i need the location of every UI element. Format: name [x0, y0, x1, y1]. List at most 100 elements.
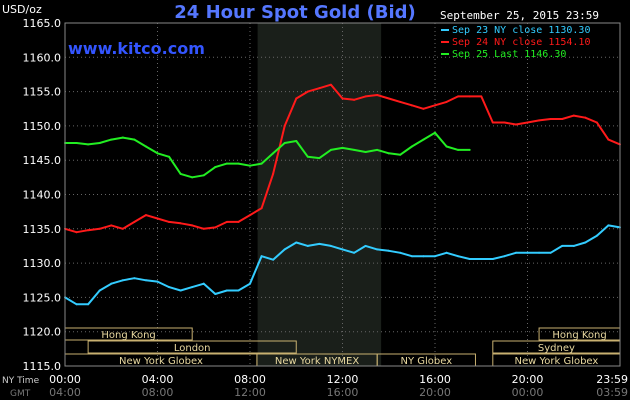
series-point	[214, 226, 217, 229]
series-point	[422, 138, 425, 141]
series-point	[572, 244, 575, 247]
x-tick-label-gmt: 20:00	[419, 386, 451, 399]
series-point	[376, 148, 379, 151]
series-point	[364, 244, 367, 247]
series-point	[318, 242, 321, 245]
y-tick-label: 1165.0	[23, 17, 62, 30]
session-label: Sydney	[538, 343, 575, 354]
series-point	[202, 174, 205, 177]
x-tick-label-ny: 00:00	[49, 373, 81, 386]
series-point	[376, 248, 379, 251]
series-point	[526, 121, 529, 124]
series-point	[468, 257, 471, 260]
series-point	[376, 94, 379, 97]
y-tick-label: 1150.0	[23, 120, 62, 133]
series-point	[353, 251, 356, 254]
y-tick-label: 1120.0	[23, 326, 62, 339]
session-label: Hong Kong	[101, 330, 155, 341]
series-point	[249, 282, 251, 285]
series-point	[306, 155, 309, 158]
timestamp: September 25, 2015 23:59	[440, 9, 599, 22]
x-tick-label-ny: 08:00	[234, 373, 266, 386]
series-point	[445, 100, 448, 103]
session-label: New York Globex	[514, 356, 598, 367]
series-point	[168, 155, 171, 158]
series-point	[364, 150, 367, 153]
x-axis: 00:0004:0004:0008:0008:0012:0012:0016:00…	[49, 373, 628, 399]
series-point	[75, 303, 78, 306]
y-tick-label: 1115.0	[23, 360, 62, 373]
legend-entry: Sep 23 NY close 1130.30	[452, 25, 590, 36]
series-point	[168, 220, 171, 223]
series-point	[353, 148, 356, 151]
series-point	[225, 289, 228, 292]
session-label: New York NYMEX	[275, 356, 360, 367]
series-point	[445, 251, 448, 254]
y-axis: 1165.0 1160.0 1155.0 1150.0 1145.0 1140.0 1135…	[23, 17, 62, 373]
series-line	[65, 131, 470, 179]
x-tick-label-gmt: 16:00	[327, 386, 359, 399]
series-point	[549, 118, 552, 121]
series-point	[295, 97, 298, 100]
series-point	[364, 95, 367, 98]
series-point	[306, 244, 309, 247]
x-axis-gmt-label: GMT	[10, 389, 31, 399]
series-point	[87, 143, 90, 146]
price-series	[64, 83, 621, 306]
series-point	[121, 227, 124, 230]
series-point	[503, 121, 506, 124]
series-point	[179, 172, 182, 175]
y-tick-label: 1135.0	[23, 223, 62, 236]
series-point	[249, 164, 251, 167]
series-point	[549, 251, 552, 254]
series-point	[514, 123, 517, 126]
series-point	[133, 220, 136, 223]
series-point	[179, 222, 182, 225]
series-point	[179, 289, 182, 292]
series-point	[399, 251, 402, 254]
series-point	[318, 157, 321, 160]
x-tick-label-ny: 16:00	[419, 373, 451, 386]
series-point	[584, 241, 587, 244]
series-point	[191, 176, 194, 179]
y-tick-label: 1155.0	[23, 86, 62, 99]
series-point	[538, 119, 541, 122]
series-point	[272, 172, 275, 175]
series-point	[329, 148, 332, 151]
series-point	[98, 142, 101, 145]
y-axis-unit-label: USD/oz	[2, 3, 42, 16]
x-tick-label-ny: 20:00	[512, 373, 544, 386]
series-point	[110, 224, 113, 227]
series-point	[318, 87, 321, 90]
x-tick-label-gmt: 08:00	[142, 386, 174, 399]
series-point	[144, 214, 147, 217]
series-point	[202, 227, 205, 230]
y-tick-label: 1130.0	[23, 257, 62, 270]
series-point	[272, 152, 275, 155]
legend-entry: Sep 25 Last 1146.30	[452, 49, 566, 60]
series-point	[156, 217, 159, 220]
series-point	[410, 255, 413, 258]
series-point	[491, 257, 494, 260]
y-tick-label: 1140.0	[23, 189, 62, 202]
series-point	[133, 138, 136, 141]
series-point	[457, 95, 460, 98]
series-point	[387, 152, 390, 155]
series-point	[283, 124, 286, 127]
series-point	[607, 224, 610, 227]
session-label: New York Globex	[119, 356, 203, 367]
series-point	[98, 227, 101, 230]
series-point	[144, 145, 147, 148]
series-point	[491, 121, 494, 124]
series-point	[387, 97, 390, 100]
plot-frame	[64, 22, 621, 367]
series-point	[75, 142, 78, 145]
series-point	[434, 255, 436, 258]
series-point	[214, 292, 217, 295]
x-tick-label-ny: 23:59	[596, 373, 628, 386]
series-point	[121, 136, 124, 139]
chart-title: 24 Hour Spot Gold (Bid)	[174, 2, 415, 23]
series-point	[98, 289, 101, 292]
